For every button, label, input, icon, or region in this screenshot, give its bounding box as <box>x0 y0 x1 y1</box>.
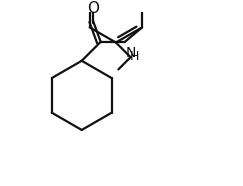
Text: N: N <box>126 46 136 60</box>
Text: O: O <box>87 1 99 16</box>
Text: H: H <box>130 50 139 63</box>
